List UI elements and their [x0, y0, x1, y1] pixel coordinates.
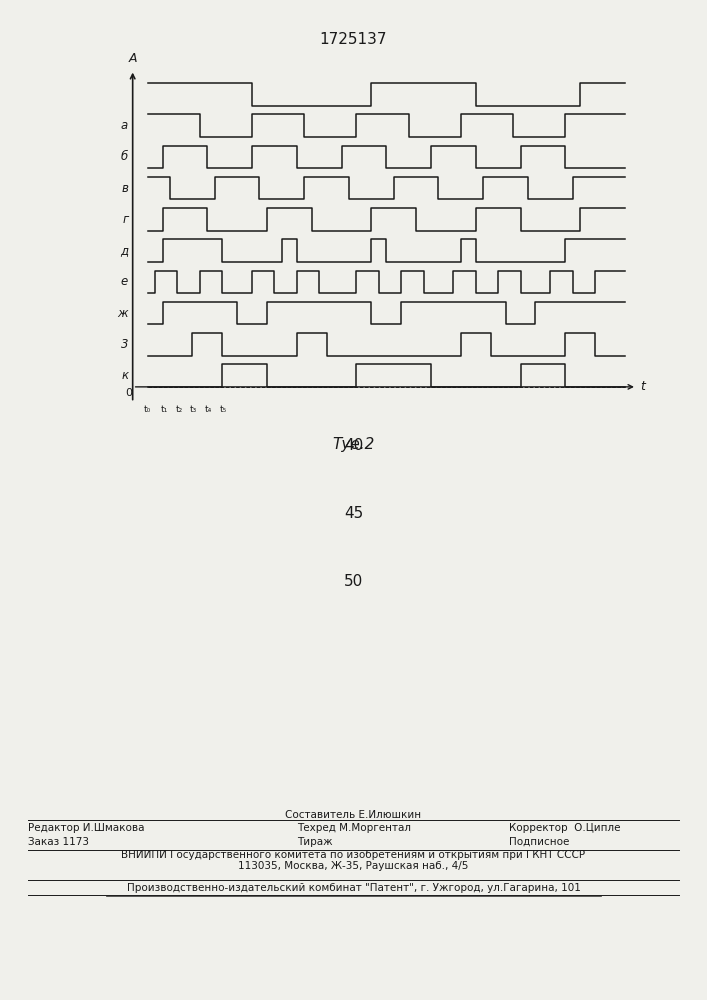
- Text: 1725137: 1725137: [320, 32, 387, 47]
- Text: t₅: t₅: [220, 405, 227, 414]
- Text: t: t: [640, 380, 645, 393]
- Text: Подписное: Подписное: [509, 837, 569, 847]
- Text: 3: 3: [121, 338, 128, 351]
- Text: a: a: [121, 119, 128, 132]
- Text: к: к: [121, 369, 128, 382]
- Text: t₁: t₁: [160, 405, 168, 414]
- Text: Заказ 1173: Заказ 1173: [28, 837, 89, 847]
- Text: Производственно-издательский комбинат "Патент", г. Ужгород, ул.Гагарина, 101: Производственно-издательский комбинат "П…: [127, 883, 580, 893]
- Text: 50: 50: [344, 574, 363, 589]
- Text: Тираж: Тираж: [297, 837, 332, 847]
- Text: Корректор  О.Ципле: Корректор О.Ципле: [509, 823, 621, 833]
- Text: 0: 0: [126, 388, 133, 398]
- Text: t₃: t₃: [190, 405, 197, 414]
- Text: ж: ж: [117, 307, 128, 320]
- Text: г: г: [122, 213, 128, 226]
- Text: 40: 40: [344, 438, 363, 452]
- Text: ВНИИПИ Государственного комитета по изобретениям и открытиям при ГКНТ СССР: ВНИИПИ Государственного комитета по изоб…: [122, 850, 585, 860]
- Text: б: б: [121, 150, 128, 163]
- Text: Техред М.Моргентал: Техред М.Моргентал: [297, 823, 411, 833]
- Text: Составитель Е.Илюшкин: Составитель Е.Илюшкин: [286, 810, 421, 820]
- Text: Τуе.2: Τуе.2: [332, 438, 375, 452]
- Text: в: в: [122, 182, 128, 195]
- Text: 45: 45: [344, 506, 363, 520]
- Text: t₂: t₂: [175, 405, 182, 414]
- Text: A: A: [129, 52, 137, 65]
- Text: 113035, Москва, Ж-35, Раушская наб., 4/5: 113035, Москва, Ж-35, Раушская наб., 4/5: [238, 861, 469, 871]
- Text: t₀: t₀: [144, 405, 151, 414]
- Text: Редактор И.Шмакова: Редактор И.Шмакова: [28, 823, 145, 833]
- Text: д: д: [120, 244, 128, 257]
- Text: е: е: [121, 275, 128, 288]
- Text: t₄: t₄: [205, 405, 212, 414]
